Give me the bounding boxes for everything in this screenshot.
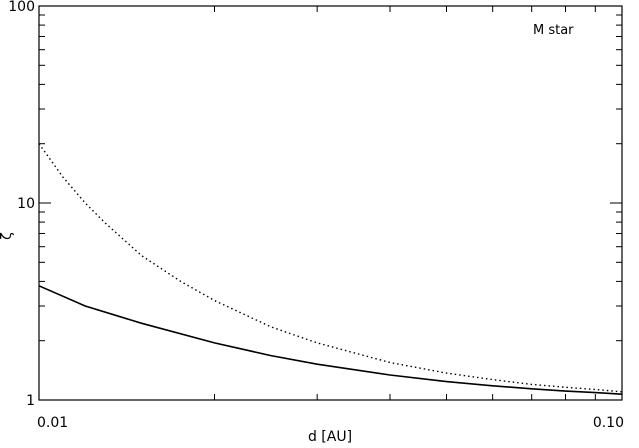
y-axis-ticks: 1 10 100: [8, 0, 622, 409]
y-axis-label: ζ: [0, 232, 15, 240]
y-tick-label: 10: [17, 196, 35, 212]
y-tick-label: 1: [26, 393, 35, 409]
y-tick-label: 100: [8, 0, 35, 15]
annotation-label: M star: [533, 23, 574, 38]
x-tick-label: 0.01: [37, 415, 68, 431]
plot-frame: [38, 5, 623, 401]
series-line-dotted: [38, 143, 623, 393]
series-layer: [38, 143, 623, 395]
x-axis-ticks: 0.01 0.10: [37, 6, 624, 431]
x-axis-label: d [AU]: [308, 429, 352, 445]
series-line-solid: [38, 285, 623, 395]
x-tick-label: 0.10: [593, 415, 624, 431]
